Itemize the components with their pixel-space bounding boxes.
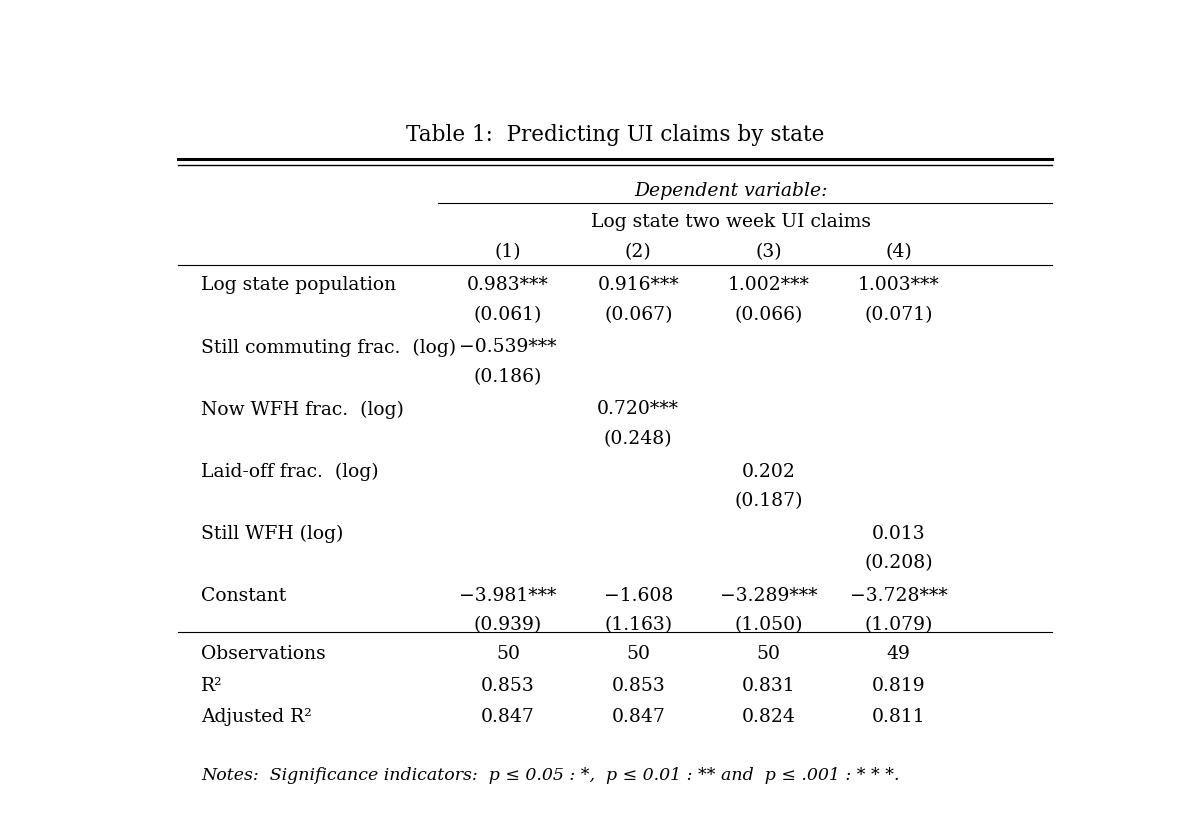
Text: Log state two week UI claims: Log state two week UI claims	[592, 213, 871, 230]
Text: 50: 50	[496, 645, 520, 663]
Text: 49: 49	[887, 645, 911, 663]
Text: −3.289***: −3.289***	[720, 587, 817, 605]
Text: 50: 50	[626, 645, 650, 663]
Text: 0.720***: 0.720***	[598, 401, 679, 418]
Text: (0.071): (0.071)	[864, 306, 932, 324]
Text: −0.539***: −0.539***	[460, 338, 557, 356]
Text: Adjusted R²: Adjusted R²	[202, 709, 312, 727]
Text: (0.186): (0.186)	[474, 368, 542, 386]
Text: (4): (4)	[886, 243, 912, 261]
Text: Now WFH frac.  (log): Now WFH frac. (log)	[202, 401, 404, 419]
Text: 0.853: 0.853	[481, 677, 535, 695]
Text: 0.013: 0.013	[872, 524, 925, 542]
Text: 50: 50	[756, 645, 780, 663]
Text: Observations: Observations	[202, 645, 326, 663]
Text: 0.819: 0.819	[872, 677, 925, 695]
Text: 1.002***: 1.002***	[727, 277, 809, 294]
Text: −1.608: −1.608	[604, 587, 673, 605]
Text: 0.847: 0.847	[481, 709, 535, 727]
Text: (3): (3)	[755, 243, 781, 261]
Text: (1.050): (1.050)	[734, 616, 803, 635]
Text: Still WFH (log): Still WFH (log)	[202, 524, 343, 543]
Text: −3.981***: −3.981***	[460, 587, 557, 605]
Text: (1.163): (1.163)	[604, 616, 672, 635]
Text: Constant: Constant	[202, 587, 287, 605]
Text: (1): (1)	[494, 243, 521, 261]
Text: Table 1:  Predicting UI claims by state: Table 1: Predicting UI claims by state	[406, 124, 824, 146]
Text: 0.853: 0.853	[611, 677, 665, 695]
Text: Log state population: Log state population	[202, 277, 396, 294]
Text: R²: R²	[202, 677, 223, 695]
Text: 0.983***: 0.983***	[467, 277, 548, 294]
Text: 0.916***: 0.916***	[598, 277, 679, 294]
Text: Laid-off frac.  (log): Laid-off frac. (log)	[202, 463, 379, 481]
Text: (0.939): (0.939)	[474, 616, 542, 635]
Text: 0.824: 0.824	[742, 709, 796, 727]
Text: −3.728***: −3.728***	[850, 587, 948, 605]
Text: 0.831: 0.831	[742, 677, 796, 695]
Text: Notes:  Significance indicators:  p ≤ 0.05 : *,  p ≤ 0.01 : ** and  p ≤ .001 : *: Notes: Significance indicators: p ≤ 0.05…	[202, 767, 900, 784]
Text: (0.061): (0.061)	[474, 306, 542, 324]
Text: (0.066): (0.066)	[734, 306, 803, 324]
Text: (0.067): (0.067)	[604, 306, 672, 324]
Text: (2): (2)	[625, 243, 652, 261]
Text: 0.811: 0.811	[872, 709, 925, 727]
Text: Still commuting frac.  (log): Still commuting frac. (log)	[202, 338, 456, 356]
Text: 0.847: 0.847	[611, 709, 665, 727]
Text: (1.079): (1.079)	[864, 616, 932, 635]
Text: (0.187): (0.187)	[734, 492, 803, 510]
Text: Dependent variable:: Dependent variable:	[635, 183, 828, 201]
Text: (0.208): (0.208)	[864, 555, 932, 573]
Text: 0.202: 0.202	[742, 463, 796, 481]
Text: (0.248): (0.248)	[604, 430, 672, 449]
Text: 1.003***: 1.003***	[858, 277, 940, 294]
